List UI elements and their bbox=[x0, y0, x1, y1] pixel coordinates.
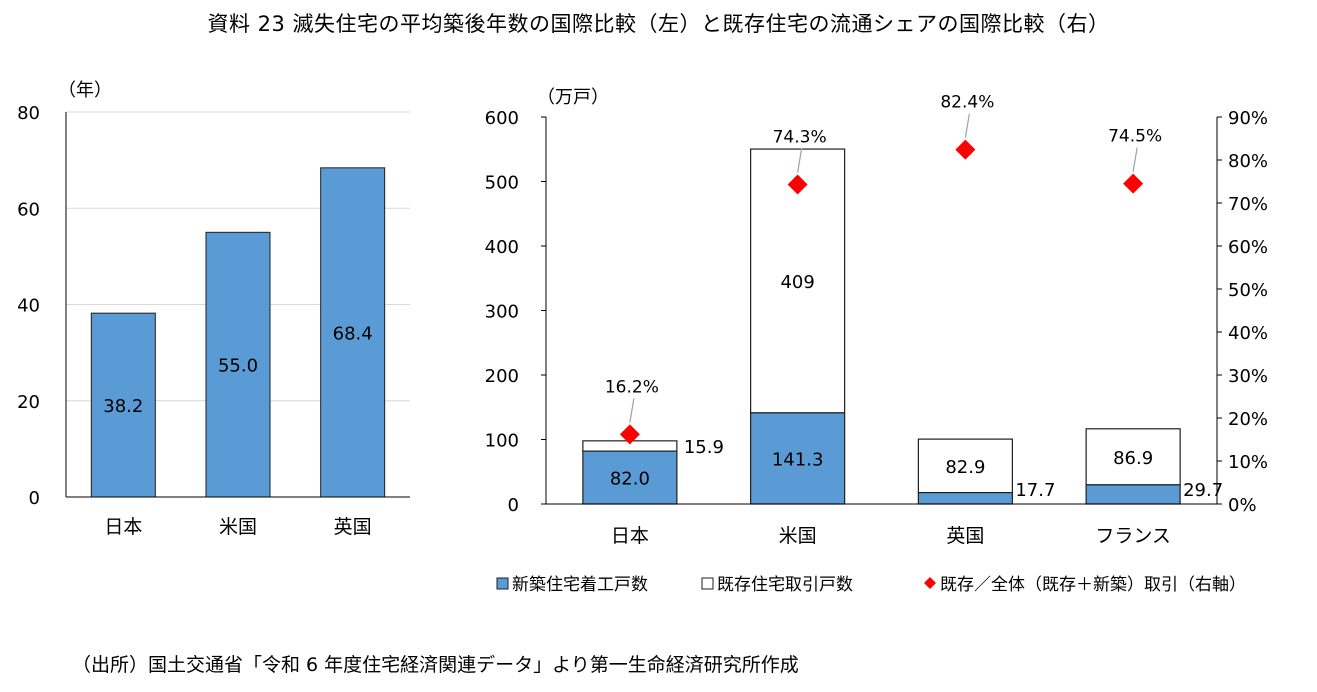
left-y-tick-label: 40 bbox=[17, 296, 40, 317]
right-right-y-tick-label: 50% bbox=[1228, 280, 1268, 301]
share-label-background bbox=[770, 124, 825, 147]
left-y-tick-label: 60 bbox=[17, 199, 40, 220]
new-housing-value-label: 29.7 bbox=[1183, 480, 1223, 501]
right-right-y-tick-label: 40% bbox=[1228, 323, 1268, 344]
right-left-y-tick-label: 600 bbox=[485, 108, 519, 129]
share-leader-line bbox=[797, 148, 803, 173]
left-bar-value-label: 68.4 bbox=[333, 323, 373, 344]
right-right-y-tick-label: 70% bbox=[1228, 194, 1268, 215]
left-bar-chart: 0 20 40 60 80 38.2 日本 55.0 米国 68.4 英国 （年） bbox=[17, 80, 410, 538]
existing-housing-value-label: 15.9 bbox=[684, 437, 724, 458]
share-value-label: 16.2% bbox=[605, 377, 659, 397]
right-right-y-tick-label: 80% bbox=[1228, 151, 1268, 172]
new-housing-bar bbox=[1085, 484, 1181, 505]
left-y-tick-label: 80 bbox=[17, 103, 40, 124]
share-marker bbox=[619, 424, 640, 445]
right-right-y-tick-label: 0% bbox=[1228, 495, 1257, 516]
left-x-tick-label: 英国 bbox=[334, 516, 372, 538]
right-left-y-tick-label: 300 bbox=[485, 302, 519, 323]
right-right-y-tick-label: 90% bbox=[1228, 108, 1268, 129]
legend-swatch-share bbox=[924, 577, 936, 589]
legend-label-new: 新築住宅着工戸数 bbox=[512, 575, 648, 595]
left-bar bbox=[90, 312, 156, 498]
legend-label-existing: 既存住宅取引戸数 bbox=[717, 575, 853, 595]
share-value-label: 74.3% bbox=[773, 128, 827, 148]
legend-swatch-new bbox=[496, 577, 509, 590]
page-title: 資料 23 滅失住宅の平均築後年数の国際比較（左）と既存住宅の流通シェアの国際比… bbox=[207, 12, 1110, 36]
right-x-tick-label: 英国 bbox=[946, 525, 984, 547]
share-label-background bbox=[1106, 123, 1161, 146]
right-right-y-tick-label: 60% bbox=[1228, 237, 1268, 258]
left-bar-value-label: 38.2 bbox=[103, 396, 143, 417]
right-left-y-tick-label: 100 bbox=[485, 431, 519, 452]
right-combo-chart: 0 100 200 300 400 500 600 0% 10% 20% 30% 40% 50% 60% 7… bbox=[485, 87, 1268, 595]
left-y-tick-label: 20 bbox=[17, 392, 40, 413]
share-marker bbox=[955, 139, 976, 160]
existing-housing-value-label: 409 bbox=[780, 272, 814, 293]
source-note: （出所）国土交通省「令和 6 年度住宅経済関連データ」より第一生命経済研究所作成 bbox=[72, 654, 799, 676]
left-x-tick-label: 日本 bbox=[104, 516, 142, 538]
share-marker bbox=[1123, 173, 1144, 194]
left-x-tick-label: 米国 bbox=[219, 516, 257, 538]
existing-housing-value-label: 82.9 bbox=[945, 457, 985, 478]
share-leader-line bbox=[1132, 147, 1138, 172]
legend-label-share: 既存／全体（既存＋新築）取引（右軸） bbox=[940, 575, 1246, 595]
share-value-label: 74.5% bbox=[1108, 127, 1162, 147]
new-housing-value-label: 82.0 bbox=[610, 469, 650, 490]
left-bar-value-label: 55.0 bbox=[218, 356, 258, 377]
existing-housing-bar bbox=[1085, 428, 1181, 486]
legend-swatch-existing bbox=[701, 577, 714, 590]
right-left-y-tick-label: 500 bbox=[485, 173, 519, 194]
left-bar bbox=[320, 167, 386, 498]
share-leader-line bbox=[964, 113, 970, 138]
new-housing-value-label: 141.3 bbox=[772, 449, 824, 470]
new-housing-bar bbox=[582, 450, 678, 505]
right-left-y-tick-label: 200 bbox=[485, 366, 519, 387]
right-right-y-tick-label: 20% bbox=[1228, 409, 1268, 430]
right-right-y-tick-label: 10% bbox=[1228, 452, 1268, 473]
right-x-tick-label: 日本 bbox=[611, 525, 649, 547]
right-right-y-tick-label: 30% bbox=[1228, 366, 1268, 387]
new-housing-bar bbox=[917, 491, 1013, 505]
left-y-unit-label: （年） bbox=[58, 80, 112, 101]
new-housing-value-label: 17.7 bbox=[1015, 480, 1055, 501]
existing-housing-value-label: 86.9 bbox=[1113, 448, 1153, 469]
right-x-tick-label: 米国 bbox=[779, 525, 817, 547]
share-label-background bbox=[602, 374, 657, 397]
right-left-y-tick-label: 400 bbox=[485, 237, 519, 258]
share-leader-line bbox=[629, 398, 635, 423]
share-label-background bbox=[938, 89, 993, 112]
right-x-tick-label: フランス bbox=[1095, 525, 1171, 547]
share-marker bbox=[787, 174, 808, 195]
share-value-label: 82.4% bbox=[940, 93, 994, 113]
right-y-unit-label-left: （万戸） bbox=[537, 87, 609, 108]
right-left-y-tick-label: 0 bbox=[508, 495, 519, 516]
left-y-tick-label: 0 bbox=[29, 488, 40, 509]
